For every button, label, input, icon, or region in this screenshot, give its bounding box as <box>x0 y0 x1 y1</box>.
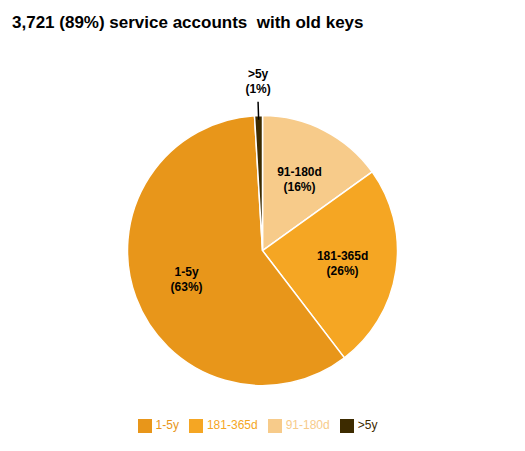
html-text:1-5y: 1-5y <box>155 418 179 433</box>
html-text:91-180d: 91-180d <box>285 418 330 433</box>
svg-text:181-365d(26%): 181-365d(26%) <box>317 249 368 278</box>
svg-text:91-180d(16%): 91-180d(16%) <box>277 165 322 194</box>
svg-text:1-5y(63%): 1-5y(63%) <box>171 265 203 294</box>
html-text:>5y: >5y <box>357 418 378 433</box>
html-text:181-365d: 181-365d <box>206 418 258 433</box>
svg-text:>5y(1%): >5y(1%) <box>245 67 270 96</box>
html-text:3,721 (89%) service accounts w: 3,721 (89%) service accounts with old ke… <box>12 13 364 32</box>
